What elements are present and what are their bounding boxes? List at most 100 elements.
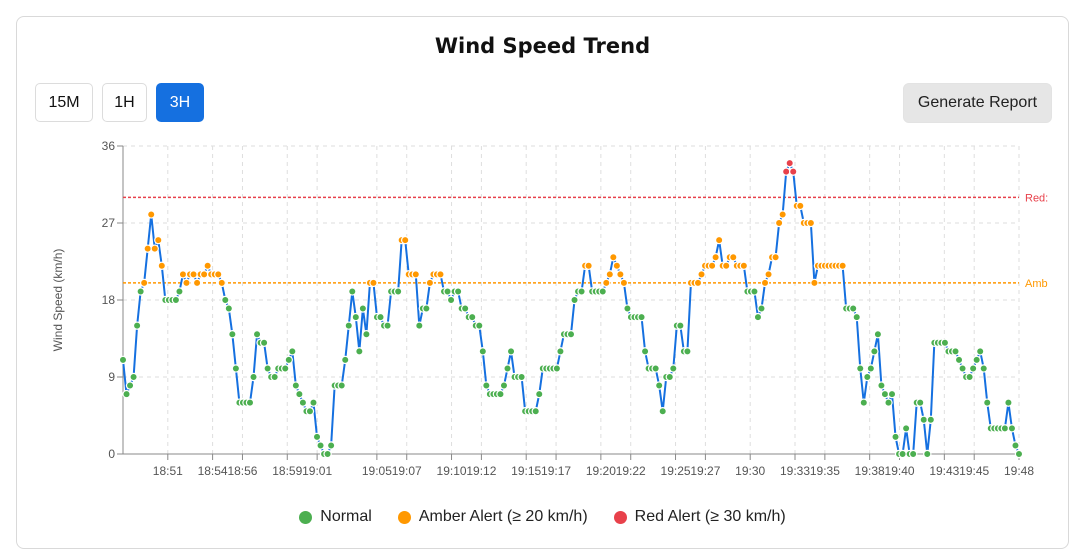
data-point: [972, 355, 981, 365]
data-point: [203, 261, 212, 270]
data-point: [778, 210, 787, 219]
data-point: [884, 398, 893, 407]
data-point: [506, 347, 516, 356]
data-point: [750, 287, 759, 296]
x-tick-label: 18:54: [198, 464, 228, 478]
data-point: [422, 304, 431, 313]
legend-amber[interactable]: Amber Alert (≥ 20 km/h): [397, 508, 588, 526]
data-point: [182, 278, 191, 288]
data-point: [175, 287, 184, 296]
data-point: [658, 407, 667, 416]
data-point: [968, 364, 978, 373]
data-point: [535, 389, 544, 399]
data-point: [975, 347, 985, 356]
x-tick-label: 19:38: [855, 464, 885, 478]
data-point: [683, 347, 692, 356]
data-point: [859, 398, 868, 407]
data-point: [919, 415, 928, 424]
data-point: [358, 304, 368, 313]
data-point: [309, 398, 318, 407]
data-point: [711, 253, 720, 262]
data-point: [263, 364, 272, 373]
data-point: [478, 347, 488, 356]
data-point: [810, 278, 819, 288]
data-point: [760, 278, 770, 288]
data-point: [228, 330, 237, 339]
data-point: [598, 287, 607, 296]
data-point: [870, 347, 879, 356]
data-point: [901, 424, 911, 433]
data-point: [531, 407, 540, 416]
data-point: [789, 167, 798, 176]
data-point: [609, 253, 618, 262]
data-point: [351, 312, 361, 322]
data-point: [863, 372, 872, 382]
data-point: [898, 449, 907, 459]
data-point: [482, 381, 491, 390]
data-point: [739, 261, 749, 270]
threshold-label: Amb: [1025, 278, 1048, 290]
x-tick-label: 19:17: [541, 464, 571, 478]
data-point: [369, 278, 378, 288]
data-point: [654, 381, 664, 390]
data-point: [157, 261, 167, 270]
legend-amber-label: Amber Alert (≥ 20 km/h): [418, 508, 588, 525]
y-tick-label: 27: [102, 216, 116, 230]
legend-normal[interactable]: Normal: [299, 508, 372, 526]
range-1h-button[interactable]: 1H: [102, 83, 147, 122]
data-point: [965, 372, 974, 382]
x-tick-label: 18:56: [227, 464, 257, 478]
data-point: [891, 432, 900, 442]
x-tick-label: 19:35: [810, 464, 840, 478]
wind-speed-line: [122, 162, 1020, 455]
data-point: [326, 441, 336, 450]
data-point: [154, 235, 163, 245]
data-point: [619, 278, 629, 288]
data-point: [640, 347, 650, 356]
data-point: [866, 364, 876, 373]
x-tick-label: 19:22: [616, 464, 646, 478]
legend-red[interactable]: Red Alert (≥ 30 km/h): [613, 508, 786, 526]
x-tick-label: 18:59: [272, 464, 302, 478]
data-point: [446, 295, 456, 305]
data-point: [577, 287, 586, 296]
y-axis-label: Wind Speed (km/h): [51, 249, 65, 352]
x-tick-label: 19:48: [1004, 464, 1034, 478]
data-point: [979, 364, 988, 373]
data-point: [312, 432, 322, 442]
data-point: [118, 355, 128, 365]
data-point: [707, 261, 717, 270]
data-point: [908, 449, 918, 459]
data-point: [637, 312, 646, 322]
x-tick-label: 19:27: [690, 464, 720, 478]
range-3h-button[interactable]: 3H: [156, 83, 204, 122]
data-point: [781, 167, 791, 176]
data-point: [774, 218, 784, 228]
data-point: [468, 312, 477, 322]
data-point: [270, 372, 279, 382]
data-point: [1000, 424, 1010, 433]
data-point: [873, 330, 883, 339]
range-15m-button[interactable]: 15M: [35, 83, 93, 122]
data-point: [856, 364, 865, 373]
data-point: [616, 270, 625, 279]
data-point: [383, 321, 392, 330]
data-point: [171, 295, 181, 305]
data-point: [923, 449, 932, 459]
data-point: [337, 381, 346, 390]
data-point: [566, 330, 576, 339]
data-point: [499, 381, 509, 390]
data-point: [150, 244, 159, 253]
data-point: [224, 304, 234, 313]
data-point: [453, 287, 463, 296]
x-tick-label: 19:10: [437, 464, 467, 478]
data-point: [393, 287, 403, 296]
data-point: [192, 278, 202, 288]
x-tick-label: 19:12: [466, 464, 496, 478]
data-point: [887, 389, 897, 399]
data-point: [411, 270, 420, 279]
generate-report-button[interactable]: Generate Report: [903, 83, 1052, 123]
data-point: [147, 210, 156, 219]
data-point: [556, 347, 565, 356]
